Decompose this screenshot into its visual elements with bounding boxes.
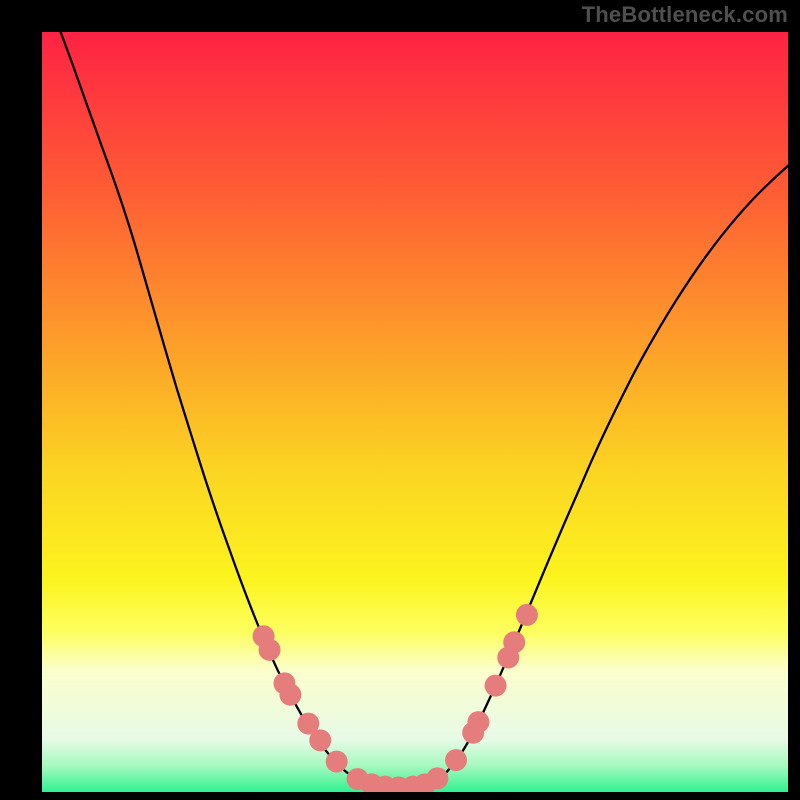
data-marker [279, 684, 301, 706]
data-marker [467, 711, 489, 733]
data-marker [259, 639, 281, 661]
data-marker [326, 751, 348, 773]
data-marker [485, 675, 507, 697]
watermark-text: TheBottleneck.com [582, 2, 788, 28]
data-marker [426, 767, 448, 789]
data-marker [445, 749, 467, 771]
data-marker [503, 631, 525, 653]
chart-container: TheBottleneck.com [0, 0, 800, 800]
data-marker [309, 729, 331, 751]
plot-background [42, 32, 788, 792]
bottleneck-curve-chart [0, 0, 800, 800]
data-marker [516, 604, 538, 626]
